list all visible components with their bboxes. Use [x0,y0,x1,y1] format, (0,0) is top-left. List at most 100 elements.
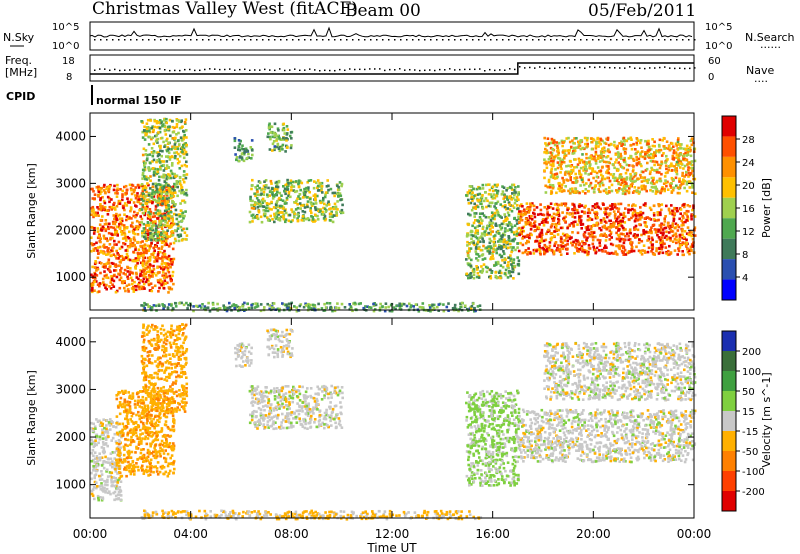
data-cell [105,287,108,291]
data-cell [629,155,633,158]
data-cell [680,230,684,233]
data-cell [602,217,606,220]
data-cell [590,157,594,161]
data-cell [149,175,152,178]
data-cell [178,143,181,146]
data-cell [136,283,140,286]
data-cell [560,186,563,189]
data-cell [169,210,173,214]
data-cell [486,266,489,270]
data-cell [138,221,141,224]
data-cell [136,192,139,195]
data-cell [646,250,650,254]
data-cell [505,207,508,211]
nave-dot [549,67,551,70]
data-cell [122,206,125,210]
data-cell [104,274,107,278]
data-cell [594,147,598,150]
data-cell [468,242,471,246]
data-cell [106,213,110,216]
data-cell [240,158,244,161]
data-cell [104,266,107,269]
data-cell [691,238,695,241]
data-cell [473,215,476,218]
noise-search-dot [574,39,576,41]
data-cell [147,211,150,214]
data-cell [524,217,528,221]
data-cell [654,154,657,158]
data-cell [173,189,176,192]
data-cell [625,178,628,181]
data-cell [170,287,174,291]
data-cell [677,137,680,140]
data-cell [90,210,94,213]
data-cell [665,140,669,143]
data-cell [557,203,561,207]
data-cell [96,206,99,209]
data-cell [183,214,186,218]
data-cell [131,241,134,245]
data-cell [640,164,643,168]
data-cell [628,178,632,181]
data-cell [558,184,561,188]
data-cell [157,247,160,250]
data-cell [167,207,170,211]
data-cell [480,254,484,257]
data-cell [271,149,274,152]
data-cell [659,228,662,232]
data-cell [602,203,605,206]
data-cell [178,215,182,218]
noise-search-dot [676,39,678,41]
data-cell [688,233,692,237]
data-cell [331,213,335,217]
data-cell [164,192,168,195]
data-cell [530,204,533,207]
data-cell [566,252,569,255]
noise-search-dot [148,39,150,41]
data-cell [146,260,150,263]
freq-trace [90,62,696,75]
data-cell [141,230,144,233]
data-cell [141,231,144,235]
data-cell [599,221,603,224]
data-cell [693,234,697,237]
data-cell [562,179,565,182]
data-cell [593,155,596,159]
data-cell [650,250,653,253]
data-cell [638,223,641,226]
data-cell [287,192,291,195]
data-cell [163,224,166,227]
noise-search-dot [346,39,348,41]
data-cell [480,222,483,225]
data-cell [164,197,167,200]
data-cell [683,211,687,215]
data-cell [575,176,579,180]
data-cell [162,169,166,172]
data-cell [511,183,514,187]
noise-search-dot [178,39,180,41]
data-cell [281,215,285,218]
data-cell [143,175,146,178]
data-cell [664,171,668,175]
data-cell [646,149,650,152]
nave-dot [609,66,611,69]
data-cell [129,276,133,280]
data-cell [470,193,473,196]
data-cell [604,234,608,237]
data-cell [184,118,188,121]
data-cell [635,155,638,159]
data-cell [372,304,376,307]
data-cell [305,203,309,206]
data-cell [177,152,180,156]
data-cell [156,159,159,162]
data-cell [139,241,142,244]
data-cell [475,236,479,240]
data-cell [681,171,684,175]
data-cell [301,215,305,218]
data-cell [546,230,549,233]
data-cell [568,173,571,177]
data-cell [600,166,604,169]
data-cell [167,217,170,221]
data-cell [674,142,678,145]
